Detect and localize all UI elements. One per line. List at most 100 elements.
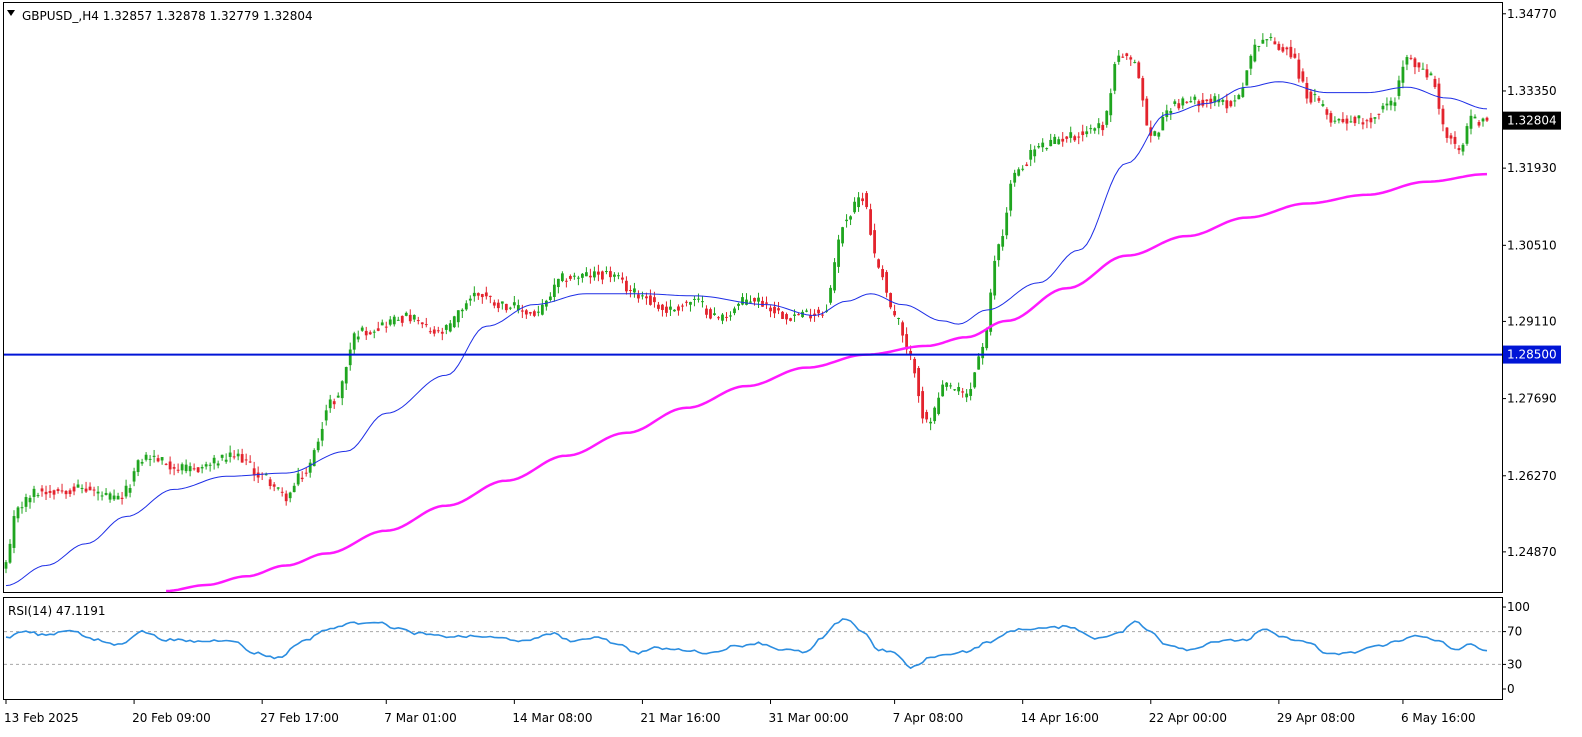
candle[interactable] — [292, 482, 296, 493]
candle[interactable] — [617, 272, 620, 280]
candle[interactable] — [821, 311, 824, 318]
candle[interactable] — [24, 493, 28, 513]
candle[interactable] — [1353, 115, 1357, 127]
candle[interactable] — [436, 326, 440, 334]
candle[interactable] — [44, 485, 48, 500]
candle[interactable] — [749, 295, 752, 303]
candle[interactable] — [128, 484, 132, 498]
candle[interactable] — [1461, 142, 1465, 156]
candle[interactable] — [1229, 99, 1233, 108]
candle[interactable] — [849, 215, 852, 226]
candle[interactable] — [693, 296, 696, 307]
candle[interactable] — [1433, 75, 1437, 89]
candle[interactable] — [861, 192, 864, 206]
candle[interactable] — [520, 304, 524, 319]
candle[interactable] — [428, 327, 432, 334]
candle[interactable] — [1465, 123, 1469, 146]
candle[interactable] — [1277, 41, 1281, 51]
candle[interactable] — [404, 311, 408, 317]
candle[interactable] — [216, 460, 220, 469]
candle[interactable] — [16, 506, 20, 523]
candle[interactable] — [568, 274, 572, 281]
candle[interactable] — [580, 272, 584, 283]
candle[interactable] — [464, 300, 468, 311]
candle[interactable] — [360, 325, 364, 332]
candle[interactable] — [1053, 134, 1057, 145]
candle[interactable] — [492, 299, 496, 309]
candle[interactable] — [1401, 60, 1405, 89]
candle[interactable] — [973, 371, 977, 389]
candle[interactable] — [556, 278, 560, 294]
candle[interactable] — [625, 276, 628, 295]
candle[interactable] — [180, 462, 184, 475]
candle[interactable] — [725, 312, 728, 322]
candle[interactable] — [1209, 94, 1213, 109]
candle[interactable] — [1097, 118, 1101, 135]
candle[interactable] — [641, 291, 644, 300]
candle[interactable] — [1253, 39, 1257, 63]
candle[interactable] — [576, 275, 580, 286]
candle[interactable] — [1101, 121, 1105, 136]
candle[interactable] — [613, 272, 616, 282]
candle[interactable] — [1061, 132, 1065, 147]
candle[interactable] — [1437, 77, 1441, 115]
candle[interactable] — [637, 290, 640, 303]
candle[interactable] — [564, 278, 568, 288]
candle[interactable] — [601, 270, 604, 285]
candle[interactable] — [921, 386, 925, 424]
candle[interactable] — [516, 299, 520, 314]
candle[interactable] — [1021, 165, 1025, 172]
candle[interactable] — [1117, 50, 1121, 65]
candle[interactable] — [32, 485, 36, 503]
candle[interactable] — [1113, 61, 1117, 95]
candle[interactable] — [384, 321, 388, 333]
candle[interactable] — [252, 461, 256, 482]
candle[interactable] — [336, 392, 340, 398]
candle[interactable] — [276, 487, 280, 491]
candle[interactable] — [1125, 52, 1129, 60]
candle[interactable] — [504, 303, 508, 313]
candle[interactable] — [1201, 92, 1205, 108]
candle[interactable] — [1049, 133, 1053, 147]
candle[interactable] — [1341, 112, 1345, 124]
candle[interactable] — [1221, 98, 1225, 106]
candle[interactable] — [480, 293, 484, 304]
candle[interactable] — [476, 292, 480, 300]
candle[interactable] — [741, 293, 744, 306]
candle[interactable] — [160, 456, 164, 465]
candle[interactable] — [829, 285, 832, 305]
candle[interactable] — [144, 452, 148, 462]
candle[interactable] — [172, 463, 176, 476]
candle[interactable] — [472, 286, 476, 302]
candle[interactable] — [1345, 115, 1349, 131]
candle[interactable] — [536, 305, 540, 317]
candle[interactable] — [1249, 54, 1253, 76]
candle[interactable] — [196, 467, 200, 474]
candle[interactable] — [12, 510, 16, 554]
candles[interactable] — [4, 33, 1489, 574]
candle[interactable] — [765, 296, 768, 309]
candle[interactable] — [621, 272, 624, 284]
candle[interactable] — [853, 197, 856, 214]
candle[interactable] — [1301, 68, 1305, 83]
candle[interactable] — [28, 495, 32, 509]
candle[interactable] — [633, 282, 636, 298]
candle[interactable] — [773, 301, 776, 319]
candle[interactable] — [781, 310, 784, 320]
candle[interactable] — [1421, 62, 1425, 70]
candle[interactable] — [789, 317, 792, 322]
candle[interactable] — [917, 366, 921, 403]
candle[interactable] — [845, 214, 848, 228]
candle[interactable] — [52, 489, 56, 500]
candle[interactable] — [444, 324, 448, 335]
candle[interactable] — [140, 458, 144, 466]
candle[interactable] — [192, 463, 196, 471]
candle[interactable] — [528, 311, 532, 316]
candle[interactable] — [1177, 98, 1181, 111]
candle[interactable] — [1129, 55, 1133, 66]
candle[interactable] — [316, 438, 320, 453]
candle[interactable] — [1349, 115, 1353, 123]
candle[interactable] — [68, 488, 72, 497]
candle[interactable] — [228, 445, 232, 463]
